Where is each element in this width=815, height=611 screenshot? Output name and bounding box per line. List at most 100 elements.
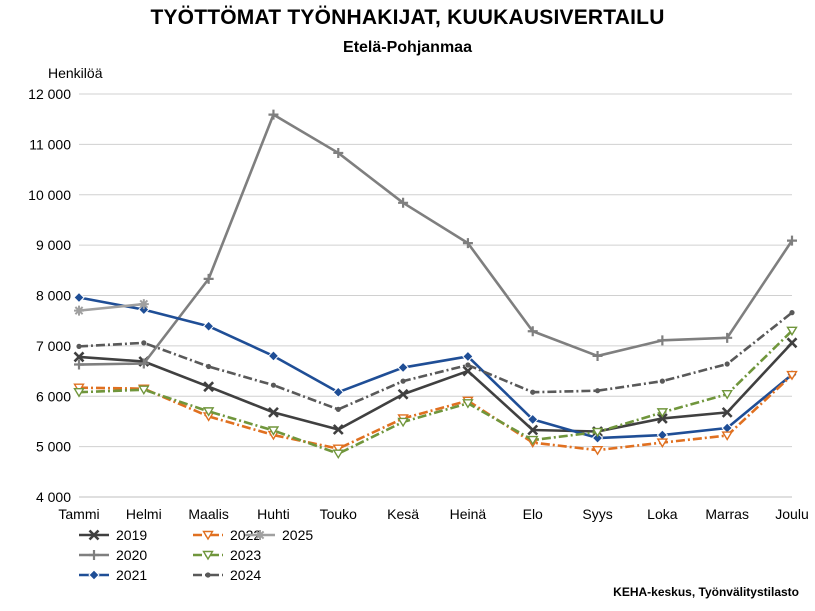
data-point-2023 — [591, 427, 604, 438]
x-tick-label: Loka — [647, 506, 678, 522]
data-point-2020 — [398, 197, 409, 208]
y-tick-label: 5 000 — [36, 439, 71, 455]
data-point-2024 — [335, 406, 341, 412]
data-point-2019 — [397, 388, 409, 400]
legend-label: 2024 — [230, 567, 262, 583]
x-tick-label: Helmi — [126, 506, 162, 522]
source-note: KEHA-keskus, Työnvälitystilasto — [613, 585, 799, 599]
data-point-2021 — [332, 386, 344, 398]
legend-swatch-2021 — [79, 569, 109, 581]
legend-item-2019: 2019 — [78, 527, 147, 543]
y-tick-label: 10 000 — [28, 187, 71, 203]
y-tick-label: 11 000 — [29, 136, 71, 152]
series-2019 — [73, 337, 798, 437]
data-point-2023 — [73, 388, 85, 398]
series-line-2024 — [78, 311, 793, 411]
series-line-2025 — [78, 302, 144, 312]
data-point-2019 — [268, 406, 279, 418]
data-point-2022 — [721, 431, 733, 441]
series-line-2021 — [78, 296, 793, 440]
data-point-2024 — [400, 378, 406, 384]
legend-marker-2025 — [255, 530, 265, 540]
data-point-2020 — [203, 273, 214, 284]
data-point-2020 — [138, 358, 149, 369]
data-point-2019 — [721, 406, 733, 418]
legend-swatch-2025 — [245, 530, 275, 540]
series-2023 — [73, 326, 798, 460]
data-point-2023 — [721, 390, 733, 400]
data-point-2019 — [786, 337, 798, 349]
x-tick-label: Elo — [523, 506, 543, 522]
data-point-2019 — [73, 351, 85, 363]
legend-item-2020: 2020 — [78, 547, 147, 563]
legend-swatch-2020 — [79, 550, 109, 560]
series-line-2022 — [78, 374, 793, 452]
data-point-2024 — [465, 362, 471, 368]
data-point-2019 — [462, 365, 474, 377]
y-tick-label: 4 000 — [36, 489, 71, 505]
x-tick-label: Touko — [320, 506, 358, 522]
data-point-2024 — [594, 388, 601, 394]
data-point-2024 — [789, 310, 795, 316]
x-tick-label: Kesä — [387, 506, 419, 522]
data-point-2022 — [656, 438, 669, 448]
legend-marker-2022 — [202, 530, 214, 541]
data-point-2024 — [724, 361, 730, 367]
data-point-2023 — [202, 407, 215, 417]
series-2022 — [73, 370, 798, 456]
legend-swatch-2024 — [193, 572, 223, 578]
data-point-2023 — [397, 417, 409, 428]
data-point-2020 — [333, 147, 344, 158]
data-point-2023 — [267, 426, 280, 436]
data-point-2023 — [332, 449, 345, 460]
data-point-2020 — [592, 350, 603, 361]
data-point-2023 — [526, 435, 539, 446]
legend-label: 2021 — [116, 567, 148, 583]
legend-marker-2021 — [88, 569, 100, 581]
data-point-2022 — [332, 444, 345, 455]
data-point-2019 — [527, 424, 539, 436]
x-tick-label: Heinä — [450, 506, 487, 522]
data-point-2024 — [206, 363, 212, 370]
legend-item-2025: 2025 — [244, 527, 313, 543]
data-point-2019 — [332, 424, 344, 435]
data-point-2020 — [787, 235, 797, 246]
data-point-2022 — [591, 445, 604, 456]
data-point-2020 — [657, 335, 668, 346]
y-tick-label: 9 000 — [36, 237, 71, 253]
chart-title: TYÖTTÖMAT TYÖNHAKIJAT, KUUKAUSIVERTAILU — [150, 6, 665, 29]
series-2025 — [74, 299, 149, 316]
chart-subtitle: Etelä-Pohjanmaa — [343, 39, 472, 56]
data-point-2021 — [73, 291, 85, 304]
data-point-2021 — [202, 320, 215, 332]
legend-label: 2025 — [282, 527, 314, 543]
data-point-2021 — [591, 432, 604, 444]
series-2020 — [74, 109, 797, 370]
y-tick-label: 6 000 — [36, 388, 71, 404]
data-point-2024 — [659, 378, 665, 384]
legend-swatch-2019 — [79, 529, 109, 541]
data-point-2024 — [270, 382, 277, 388]
legend-item-2024: 2024 — [192, 567, 261, 583]
data-point-2024 — [76, 343, 82, 349]
data-point-2021 — [397, 361, 409, 374]
data-point-2022 — [73, 383, 85, 394]
data-point-2020 — [74, 359, 84, 370]
legend-marker-2020 — [89, 550, 99, 560]
data-point-2025 — [74, 305, 84, 316]
legend-label: 2023 — [230, 547, 262, 563]
data-point-2025 — [138, 299, 149, 310]
data-point-2023 — [656, 408, 669, 418]
legend-label: 2019 — [116, 527, 148, 543]
y-tick-label: 12 000 — [28, 86, 71, 102]
series-line-2019 — [78, 341, 793, 433]
data-point-2020 — [268, 109, 279, 120]
legend-swatch-2022 — [193, 530, 223, 541]
x-tick-label: Huhti — [257, 506, 290, 522]
data-point-2022 — [786, 370, 798, 381]
series-line-2023 — [78, 329, 793, 455]
data-point-2020 — [462, 238, 473, 249]
y-axis-label: Henkilöä — [48, 65, 103, 81]
data-point-2024 — [141, 340, 147, 346]
